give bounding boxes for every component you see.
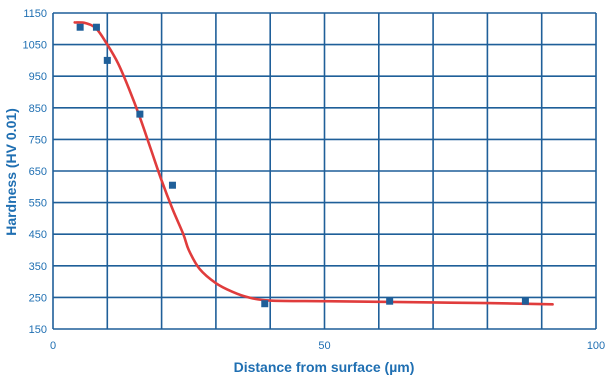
y-axis-label: Hardness (HV 0.01) <box>3 108 19 236</box>
y-tick-label: 850 <box>29 103 47 115</box>
fit-curve-layer <box>73 21 554 306</box>
fit-curve <box>73 21 554 306</box>
data-point <box>261 300 269 308</box>
data-point <box>168 181 176 189</box>
x-tick-label: 50 <box>318 340 330 352</box>
y-tick-label: 350 <box>29 261 47 273</box>
y-tick-label: 150 <box>29 324 47 336</box>
data-points-layer <box>76 23 529 308</box>
y-tick-label: 550 <box>29 198 47 210</box>
data-point <box>76 23 84 31</box>
data-point <box>92 23 100 31</box>
y-tick-label: 250 <box>29 292 47 304</box>
y-tick-label: 950 <box>29 71 47 83</box>
data-point <box>521 297 529 305</box>
y-tick-label: 1050 <box>23 40 47 52</box>
y-tick-label: 650 <box>29 166 47 178</box>
tick-labels-layer: 150 250 350 450 550 650 750 850 950 1050 1150 0 50 10… <box>23 8 606 352</box>
x-axis-label: Distance from surface (µm) <box>234 359 415 375</box>
data-point <box>136 110 144 118</box>
x-tick-label: 0 <box>50 340 56 352</box>
y-tick-label: 450 <box>29 229 47 241</box>
y-tick-label: 1150 <box>23 8 47 20</box>
data-point <box>386 297 394 305</box>
data-point <box>103 56 111 64</box>
x-tick-label: 100 <box>587 340 605 352</box>
grid <box>52 12 597 330</box>
y-tick-label: 750 <box>29 134 47 146</box>
